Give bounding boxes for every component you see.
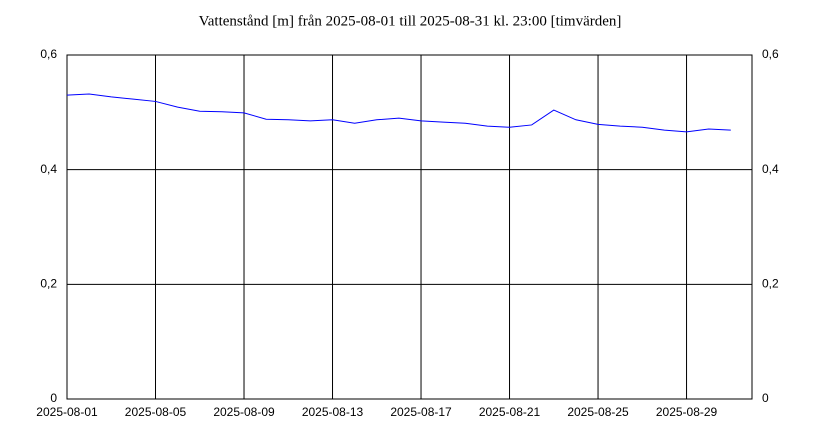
chart-title: Vattenstånd [m] från 2025-08-01 till 202…	[199, 13, 622, 29]
y-tick-label-right: 0,4	[762, 162, 779, 176]
y-tick-label: 0,2	[40, 277, 57, 291]
x-tick-label: 2025-08-05	[125, 405, 187, 419]
y-tick-label-right: 0,6	[762, 47, 779, 61]
y-tick-label: 0	[50, 391, 57, 405]
plot-frame	[66, 54, 753, 400]
x-tick-label: 2025-08-13	[302, 405, 364, 419]
x-tick-label: 2025-08-25	[567, 405, 629, 419]
y-tick-label-right: 0,2	[762, 277, 779, 291]
y-tick-label: 0,4	[40, 162, 57, 176]
data-line	[66, 93, 731, 133]
x-tick-label: 2025-08-29	[656, 405, 718, 419]
x-tick-label: 2025-08-01	[36, 405, 98, 419]
x-tick-label: 2025-08-09	[213, 405, 275, 419]
y-tick-label: 0,6	[40, 47, 57, 61]
x-tick-label: 2025-08-17	[390, 405, 452, 419]
x-tick-label: 2025-08-21	[479, 405, 541, 419]
y-tick-label-right: 0	[762, 391, 769, 405]
